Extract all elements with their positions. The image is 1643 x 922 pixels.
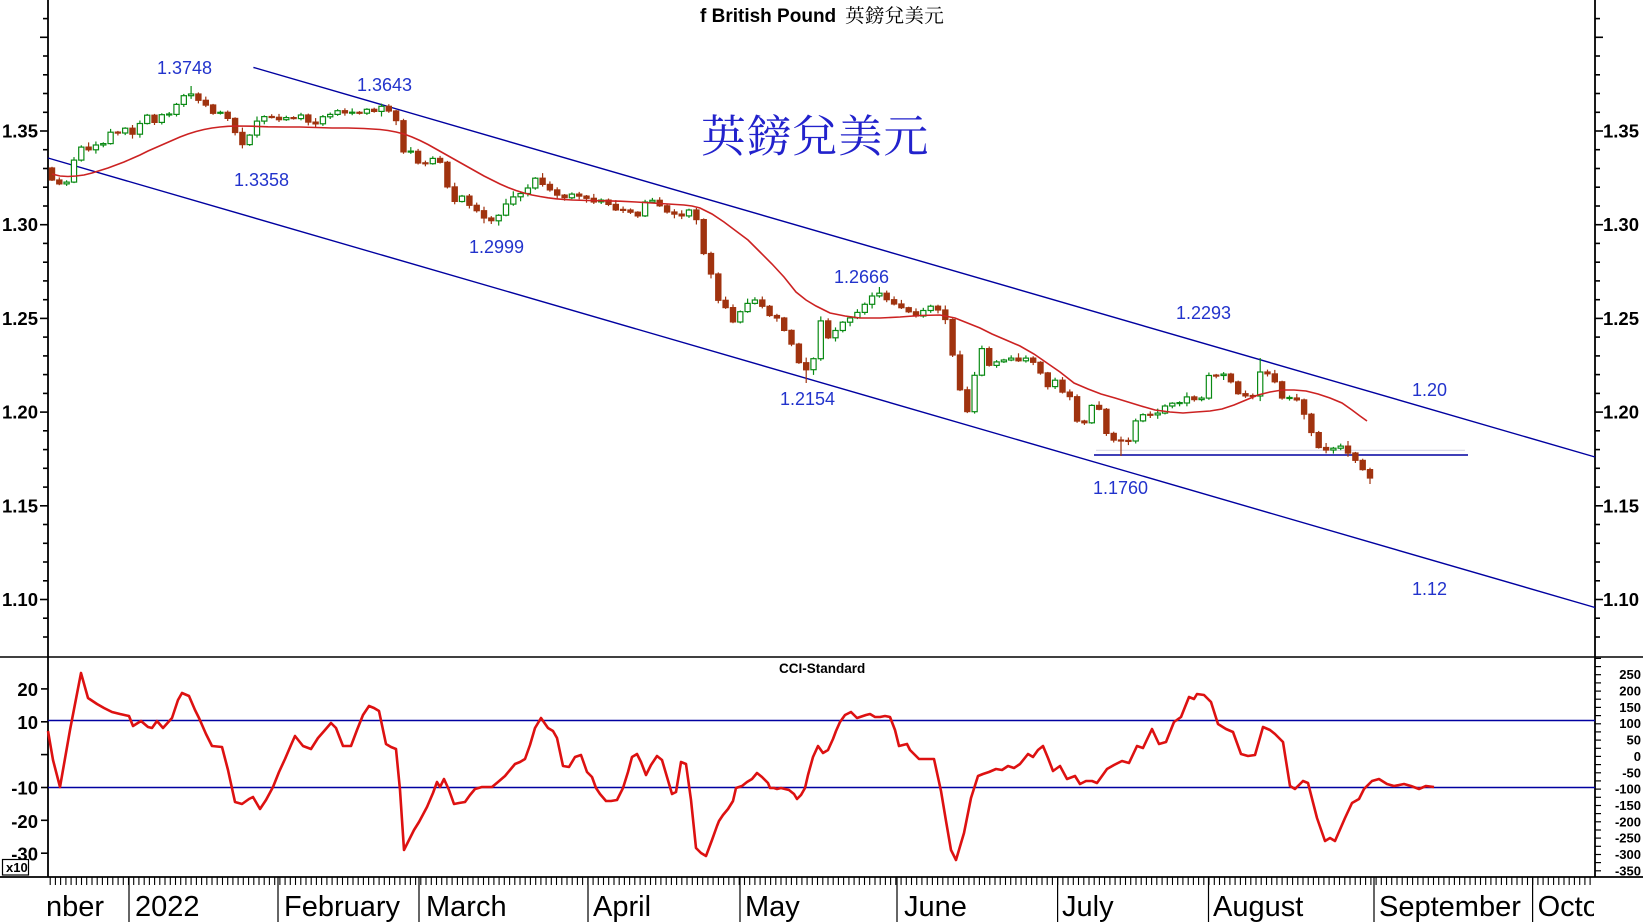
svg-text:1.30: 1.30 — [1603, 214, 1639, 235]
svg-text:1.2999: 1.2999 — [469, 237, 524, 257]
svg-text:May: May — [745, 891, 800, 922]
svg-text:-200: -200 — [1615, 814, 1641, 829]
svg-text:250: 250 — [1619, 667, 1641, 682]
svg-text:0: 0 — [1634, 749, 1641, 764]
svg-text:July: July — [1062, 891, 1114, 922]
svg-text:-100: -100 — [1615, 782, 1641, 797]
svg-text:10: 10 — [17, 712, 38, 733]
svg-text:1.10: 1.10 — [2, 589, 38, 610]
svg-text:200: 200 — [1619, 684, 1641, 699]
svg-text:February: February — [284, 891, 401, 922]
svg-text:1.20: 1.20 — [1603, 402, 1639, 423]
svg-text:1.2154: 1.2154 — [780, 389, 835, 409]
svg-text:June: June — [904, 891, 967, 922]
svg-text:1.1760: 1.1760 — [1093, 478, 1148, 498]
svg-text:1.12: 1.12 — [1412, 579, 1447, 599]
svg-text:1.2666: 1.2666 — [834, 267, 889, 287]
svg-text:-350: -350 — [1615, 863, 1641, 878]
svg-text:-50: -50 — [1622, 765, 1641, 780]
svg-text:2022: 2022 — [135, 891, 200, 922]
svg-text:October: October — [1538, 891, 1641, 922]
svg-text:1.10: 1.10 — [1603, 589, 1639, 610]
svg-text:1.3358: 1.3358 — [234, 170, 289, 190]
svg-text:August: August — [1213, 891, 1303, 922]
svg-text:50: 50 — [1627, 733, 1641, 748]
svg-text:f British Pound: f British Pound — [700, 6, 836, 27]
svg-text:1.35: 1.35 — [1603, 121, 1639, 142]
svg-text:1.15: 1.15 — [2, 495, 38, 516]
svg-text:March: March — [426, 891, 507, 922]
svg-text:150: 150 — [1619, 700, 1641, 715]
svg-text:1.35: 1.35 — [2, 121, 38, 142]
svg-text:x10: x10 — [6, 860, 28, 875]
svg-text:1.25: 1.25 — [2, 308, 38, 329]
svg-text:1.2293: 1.2293 — [1176, 303, 1231, 323]
svg-text:-250: -250 — [1615, 831, 1641, 846]
svg-text:1.20: 1.20 — [1412, 380, 1447, 400]
svg-text:September: September — [1379, 891, 1521, 922]
svg-text:100: 100 — [1619, 716, 1641, 731]
svg-text:nber: nber — [46, 891, 104, 922]
svg-text:1.20: 1.20 — [2, 402, 38, 423]
svg-text:CCI-Standard: CCI-Standard — [779, 661, 865, 676]
svg-text:April: April — [593, 891, 651, 922]
svg-text:20: 20 — [17, 679, 38, 700]
svg-text:-20: -20 — [11, 811, 38, 832]
svg-text:1.3748: 1.3748 — [157, 58, 212, 78]
svg-text:-10: -10 — [11, 778, 38, 799]
svg-text:1.3643: 1.3643 — [357, 75, 412, 95]
svg-text:-150: -150 — [1615, 798, 1641, 813]
svg-text:-300: -300 — [1615, 847, 1641, 862]
svg-text:1.25: 1.25 — [1603, 308, 1639, 329]
svg-text:1.15: 1.15 — [1603, 495, 1639, 516]
svg-text:1.30: 1.30 — [2, 214, 38, 235]
